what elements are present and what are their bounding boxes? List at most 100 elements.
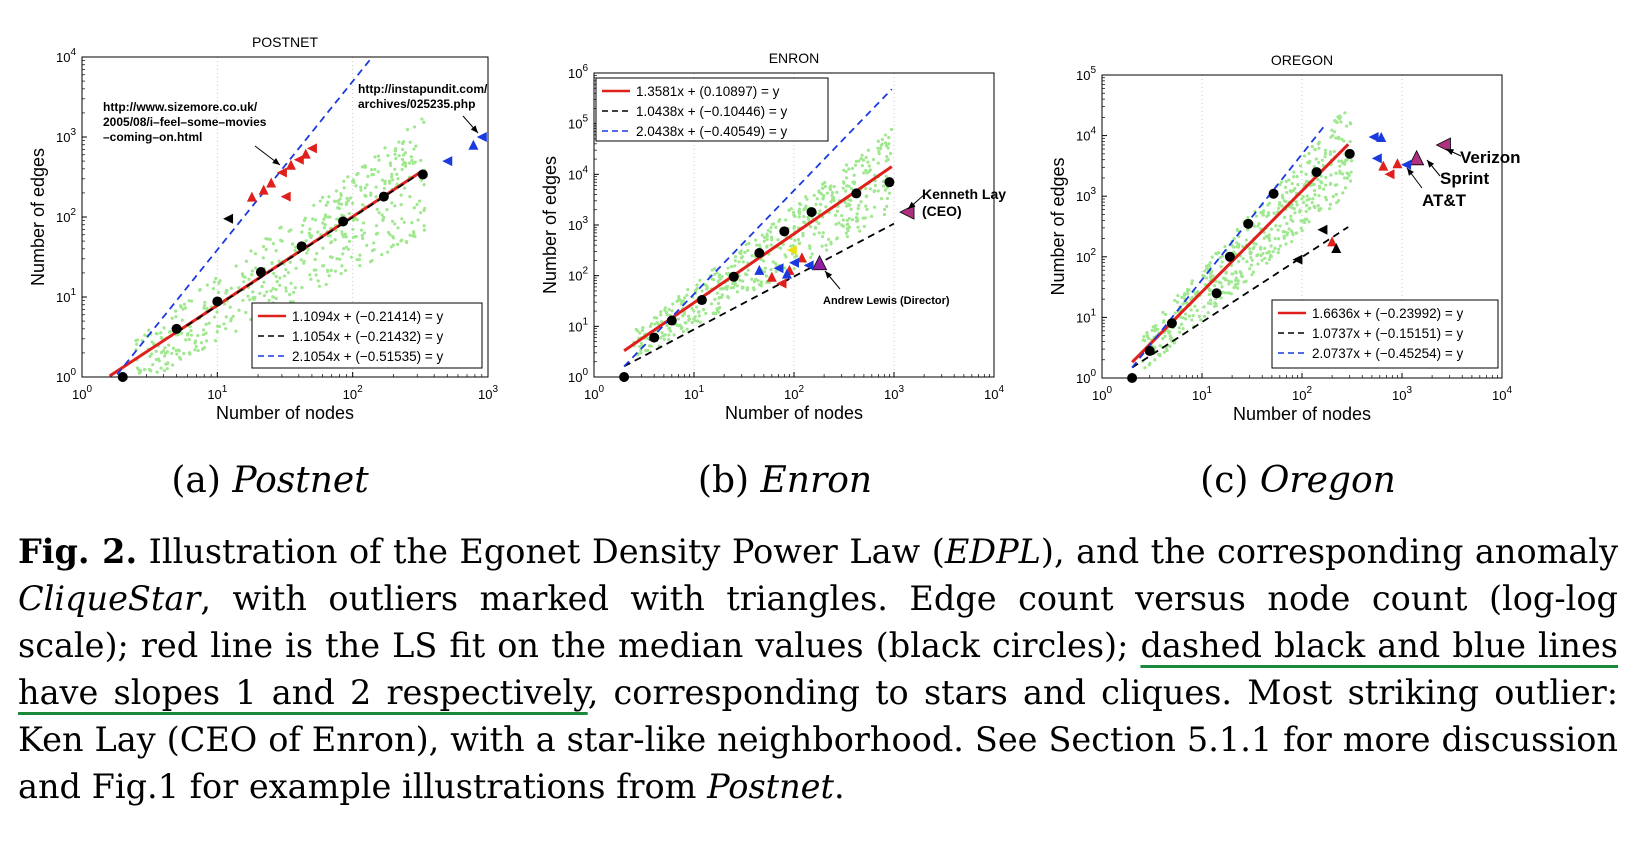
data-point [866, 148, 871, 152]
data-point [201, 332, 205, 337]
data-point [739, 249, 743, 253]
data-point [718, 305, 722, 310]
data-point [1260, 258, 1264, 262]
data-point [765, 237, 769, 242]
data-point [1329, 135, 1333, 139]
data-point [135, 366, 140, 370]
data-point [317, 284, 322, 288]
outlier-triangle [1435, 137, 1451, 153]
data-point [764, 274, 768, 278]
data-point [189, 333, 194, 337]
[object SVGSVGElement]: Number of edges [28, 148, 48, 286]
data-point [177, 355, 182, 360]
outlier-triangle [246, 191, 257, 202]
data-point [328, 234, 332, 238]
data-point [885, 204, 889, 208]
data-point [198, 288, 202, 292]
data-point [1161, 310, 1165, 315]
data-point [1348, 122, 1353, 126]
data-point [724, 272, 729, 276]
data-point [807, 244, 812, 248]
data-point [274, 287, 278, 292]
point-cloud [632, 127, 894, 356]
data-point [1328, 202, 1333, 206]
data-point [692, 309, 696, 313]
median-point [378, 191, 389, 202]
data-point [229, 286, 233, 290]
data-point [1256, 224, 1260, 228]
data-point [1299, 219, 1303, 223]
data-point [214, 276, 218, 281]
data-point [667, 338, 671, 342]
data-point [1224, 270, 1228, 274]
data-point [1283, 215, 1287, 219]
data-point [274, 296, 278, 301]
data-point [797, 207, 801, 211]
data-point [163, 351, 168, 355]
outlier-triangle [258, 184, 269, 195]
data-point [177, 348, 181, 352]
data-point [1142, 335, 1146, 339]
outlier-triangle [1384, 169, 1395, 180]
data-point [776, 238, 780, 242]
data-point [746, 268, 750, 272]
data-point [1223, 291, 1228, 295]
data-point [1292, 170, 1296, 174]
data-point [1290, 240, 1294, 244]
data-point [821, 197, 825, 201]
data-point [377, 158, 381, 162]
chart-postnet: 100 101 102 103 100 101 102 103 104 POSTNET Number… [0, 0, 520, 445]
data-point [393, 152, 397, 156]
data-point [250, 269, 254, 273]
data-point [346, 175, 350, 179]
data-point [1328, 150, 1333, 154]
data-point [1244, 279, 1248, 283]
data-point [399, 193, 403, 197]
data-point [744, 243, 748, 247]
data-point [351, 201, 355, 205]
data-point [388, 161, 392, 165]
outlier-triangle [1408, 149, 1425, 166]
data-point [1343, 186, 1348, 190]
outlier-triangle [1368, 131, 1379, 142]
data-point [410, 158, 414, 163]
data-point [876, 161, 880, 165]
data-point [1208, 272, 1212, 276]
data-point [163, 354, 167, 358]
data-point [710, 268, 714, 272]
data-point [363, 164, 367, 168]
data-point [1302, 200, 1306, 204]
data-point [422, 120, 426, 124]
data-point [374, 232, 378, 236]
data-point [789, 244, 793, 248]
data-point [864, 168, 868, 172]
data-point [1334, 136, 1338, 140]
data-point [841, 186, 845, 190]
data-point [376, 170, 380, 174]
data-point [155, 332, 159, 336]
data-point [336, 206, 340, 210]
data-point [704, 311, 708, 316]
data-point [1234, 276, 1238, 280]
data-point [1205, 264, 1209, 268]
data-point [360, 165, 365, 169]
data-point [419, 211, 423, 215]
data-point [269, 289, 273, 293]
chart-oregon-svg: 100 101 102 103 104 100 101 102 103 104 105 OREGON N… [1048, 52, 1520, 424]
data-point [769, 235, 774, 239]
data-point [751, 286, 756, 290]
legend-entry: 1.6636x + (−0.23992) = y [1312, 306, 1463, 321]
data-point [769, 267, 773, 272]
data-point [842, 181, 846, 185]
data-point [329, 268, 333, 272]
y-tick-label: 101 [56, 287, 76, 305]
x-tick-label: 100 [584, 384, 604, 402]
outlier-triangle [476, 132, 487, 142]
data-point [321, 246, 325, 250]
data-point [856, 207, 860, 211]
data-point [212, 315, 217, 319]
data-point [1304, 180, 1309, 184]
data-point [808, 225, 813, 229]
data-point [1307, 161, 1311, 165]
data-point [718, 277, 723, 281]
